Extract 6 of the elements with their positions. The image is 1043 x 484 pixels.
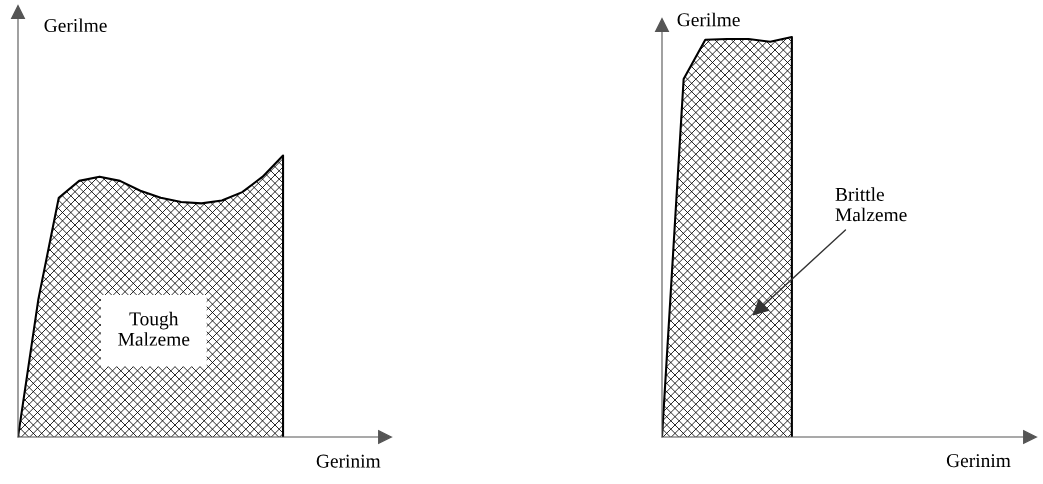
annotation: Tough Malzeme	[118, 311, 190, 346]
x-axis-title: Gerinim	[946, 454, 1011, 468]
y-axis-title: Gerilme	[44, 18, 107, 33]
x-axis-title: Gerinim	[316, 454, 381, 468]
annotation: Brittle Malzeme	[835, 187, 907, 222]
y-axis-title: Gerilme	[677, 12, 740, 27]
